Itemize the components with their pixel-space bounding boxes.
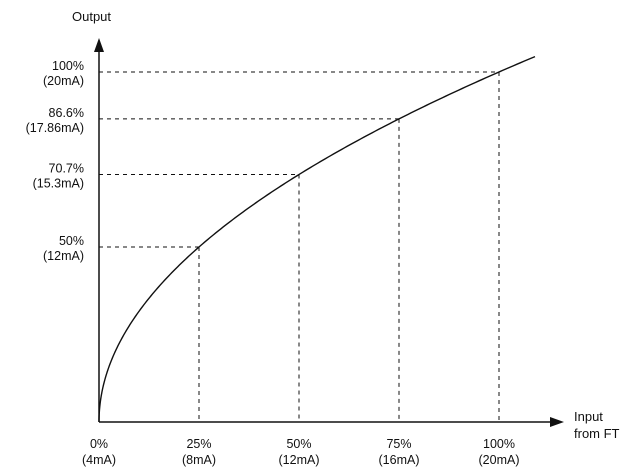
y-tick-label-2: 86.6% xyxy=(49,106,84,120)
x-axis-title-line1: Input xyxy=(574,409,603,424)
y-tick-sublabel-3: (20mA) xyxy=(43,74,84,88)
x-tick-label-4: 100% xyxy=(483,437,515,451)
x-tick-label-2: 50% xyxy=(286,437,311,451)
y-tick-label-1: 70.7% xyxy=(49,162,84,176)
x-tick-sublabel-3: (16mA) xyxy=(379,453,420,467)
y-axis-arrow-icon xyxy=(94,38,104,52)
y-tick-label-0: 50% xyxy=(59,234,84,248)
curve-line xyxy=(98,55,536,423)
x-tick-sublabel-4: (20mA) xyxy=(479,453,520,467)
y-axis-title: Output xyxy=(72,9,111,24)
y-tick-sublabel-0: (12mA) xyxy=(43,249,84,263)
x-tick-label-3: 75% xyxy=(386,437,411,451)
guide-lines xyxy=(99,71,500,422)
y-tick-sublabel-2: (17.86mA) xyxy=(26,121,84,135)
axes xyxy=(94,38,564,427)
x-axis-title-line2: from FT xyxy=(574,426,620,441)
x-tick-label-1: 25% xyxy=(186,437,211,451)
x-tick-sublabel-1: (8mA) xyxy=(182,453,216,467)
x-tick-label-0: 0% xyxy=(90,437,108,451)
x-tick-sublabel-0: (4mA) xyxy=(82,453,116,467)
curve xyxy=(98,55,536,423)
x-axis-arrow-icon xyxy=(550,417,564,427)
y-tick-label-3: 100% xyxy=(52,59,84,73)
x-tick-sublabel-2: (12mA) xyxy=(279,453,320,467)
y-tick-sublabel-1: (15.3mA) xyxy=(33,177,84,191)
